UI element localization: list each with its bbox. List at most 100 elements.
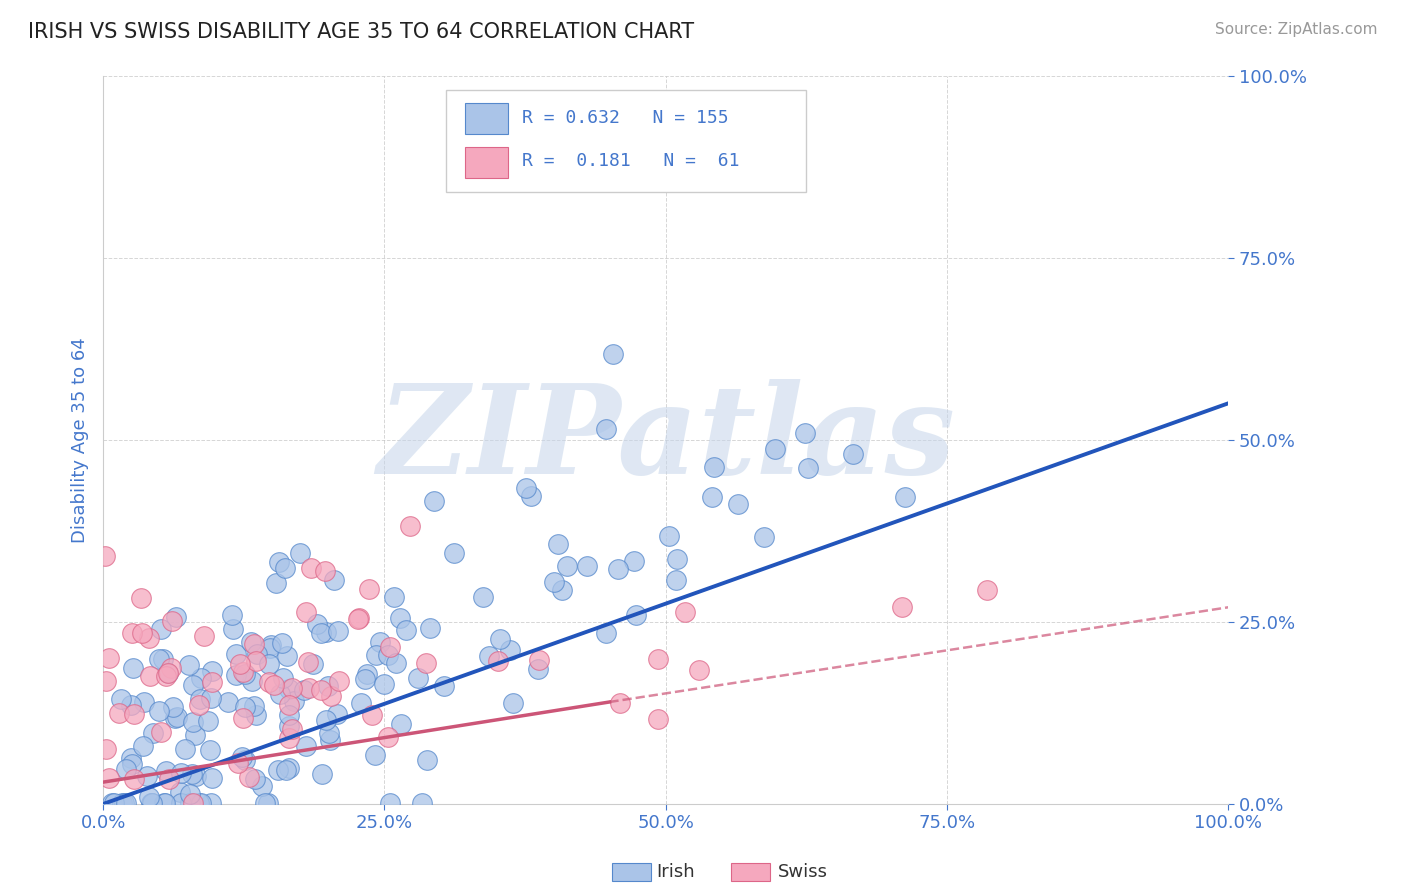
Point <box>319 733 342 747</box>
Point <box>364 648 387 663</box>
Point <box>256 797 278 811</box>
Point <box>292 683 315 698</box>
Point <box>121 661 143 675</box>
Point <box>181 715 204 730</box>
Point <box>259 641 281 656</box>
Point <box>245 772 267 787</box>
Point <box>794 425 817 440</box>
Point <box>103 797 125 811</box>
Point <box>658 528 681 542</box>
Point <box>229 657 252 671</box>
Point <box>688 663 710 677</box>
Point <box>148 652 170 666</box>
Point <box>264 576 287 591</box>
Point <box>112 797 135 811</box>
Point <box>179 658 201 673</box>
Point <box>111 797 134 811</box>
Point <box>269 687 291 701</box>
Point <box>326 706 349 721</box>
Point <box>363 747 385 762</box>
Point <box>609 696 631 710</box>
Point <box>385 657 408 671</box>
Point <box>156 665 179 680</box>
Point <box>283 694 305 708</box>
Point <box>240 634 263 648</box>
Point <box>276 649 298 664</box>
Point <box>139 669 162 683</box>
Point <box>267 763 290 777</box>
Point <box>181 797 204 811</box>
Point <box>486 654 509 668</box>
Point <box>302 657 325 672</box>
Point <box>543 574 565 589</box>
Point <box>132 739 155 753</box>
Point <box>602 347 624 361</box>
Point <box>155 669 177 683</box>
Point <box>665 574 688 588</box>
Point <box>315 713 337 727</box>
Point <box>121 625 143 640</box>
Point <box>260 638 283 652</box>
Point <box>347 610 370 624</box>
Point <box>281 722 304 736</box>
Point <box>132 695 155 709</box>
Point <box>278 698 301 712</box>
Point <box>226 756 249 771</box>
Point <box>624 608 647 623</box>
Point <box>97 650 120 665</box>
Point <box>647 652 669 666</box>
Point <box>842 446 865 460</box>
Point <box>221 622 243 636</box>
Text: R =  0.181   N =  61: R = 0.181 N = 61 <box>522 153 740 170</box>
Point <box>122 772 145 787</box>
Point <box>201 664 224 678</box>
Point <box>174 742 197 756</box>
Point <box>323 573 346 587</box>
Text: Source: ZipAtlas.com: Source: ZipAtlas.com <box>1215 22 1378 37</box>
Text: Swiss: Swiss <box>778 863 828 881</box>
Point <box>673 605 696 619</box>
Point <box>157 772 180 786</box>
Point <box>502 697 524 711</box>
Point <box>311 767 333 781</box>
Point <box>557 558 579 573</box>
Point <box>200 797 222 811</box>
Point <box>399 519 422 533</box>
Point <box>389 717 412 731</box>
Point <box>288 545 311 559</box>
Point <box>797 461 820 475</box>
Point <box>529 653 551 667</box>
Point <box>551 583 574 598</box>
Point <box>257 657 280 672</box>
Point <box>149 622 172 636</box>
Point <box>198 743 221 757</box>
Point <box>141 797 163 811</box>
Y-axis label: Disability Age 35 to 64: Disability Age 35 to 64 <box>72 337 89 542</box>
Point <box>190 796 212 810</box>
Point <box>703 459 725 474</box>
Point <box>595 625 617 640</box>
Point <box>368 634 391 648</box>
Point <box>278 681 301 696</box>
Point <box>148 704 170 718</box>
Point <box>478 648 501 663</box>
Point <box>295 605 318 619</box>
Point <box>197 714 219 728</box>
Point <box>225 648 247 662</box>
Point <box>245 654 267 668</box>
Point <box>471 590 494 604</box>
Point <box>315 624 337 639</box>
Point <box>153 797 176 811</box>
Point <box>890 599 912 614</box>
Point <box>299 560 322 574</box>
Point <box>377 731 399 745</box>
Point <box>328 673 350 688</box>
Point <box>281 681 304 695</box>
Point <box>94 674 117 689</box>
Text: R = 0.632   N = 155: R = 0.632 N = 155 <box>522 109 728 127</box>
Bar <box>465 147 508 178</box>
Point <box>347 612 370 626</box>
Point <box>415 656 437 670</box>
Point <box>149 725 172 739</box>
Point <box>115 797 138 811</box>
